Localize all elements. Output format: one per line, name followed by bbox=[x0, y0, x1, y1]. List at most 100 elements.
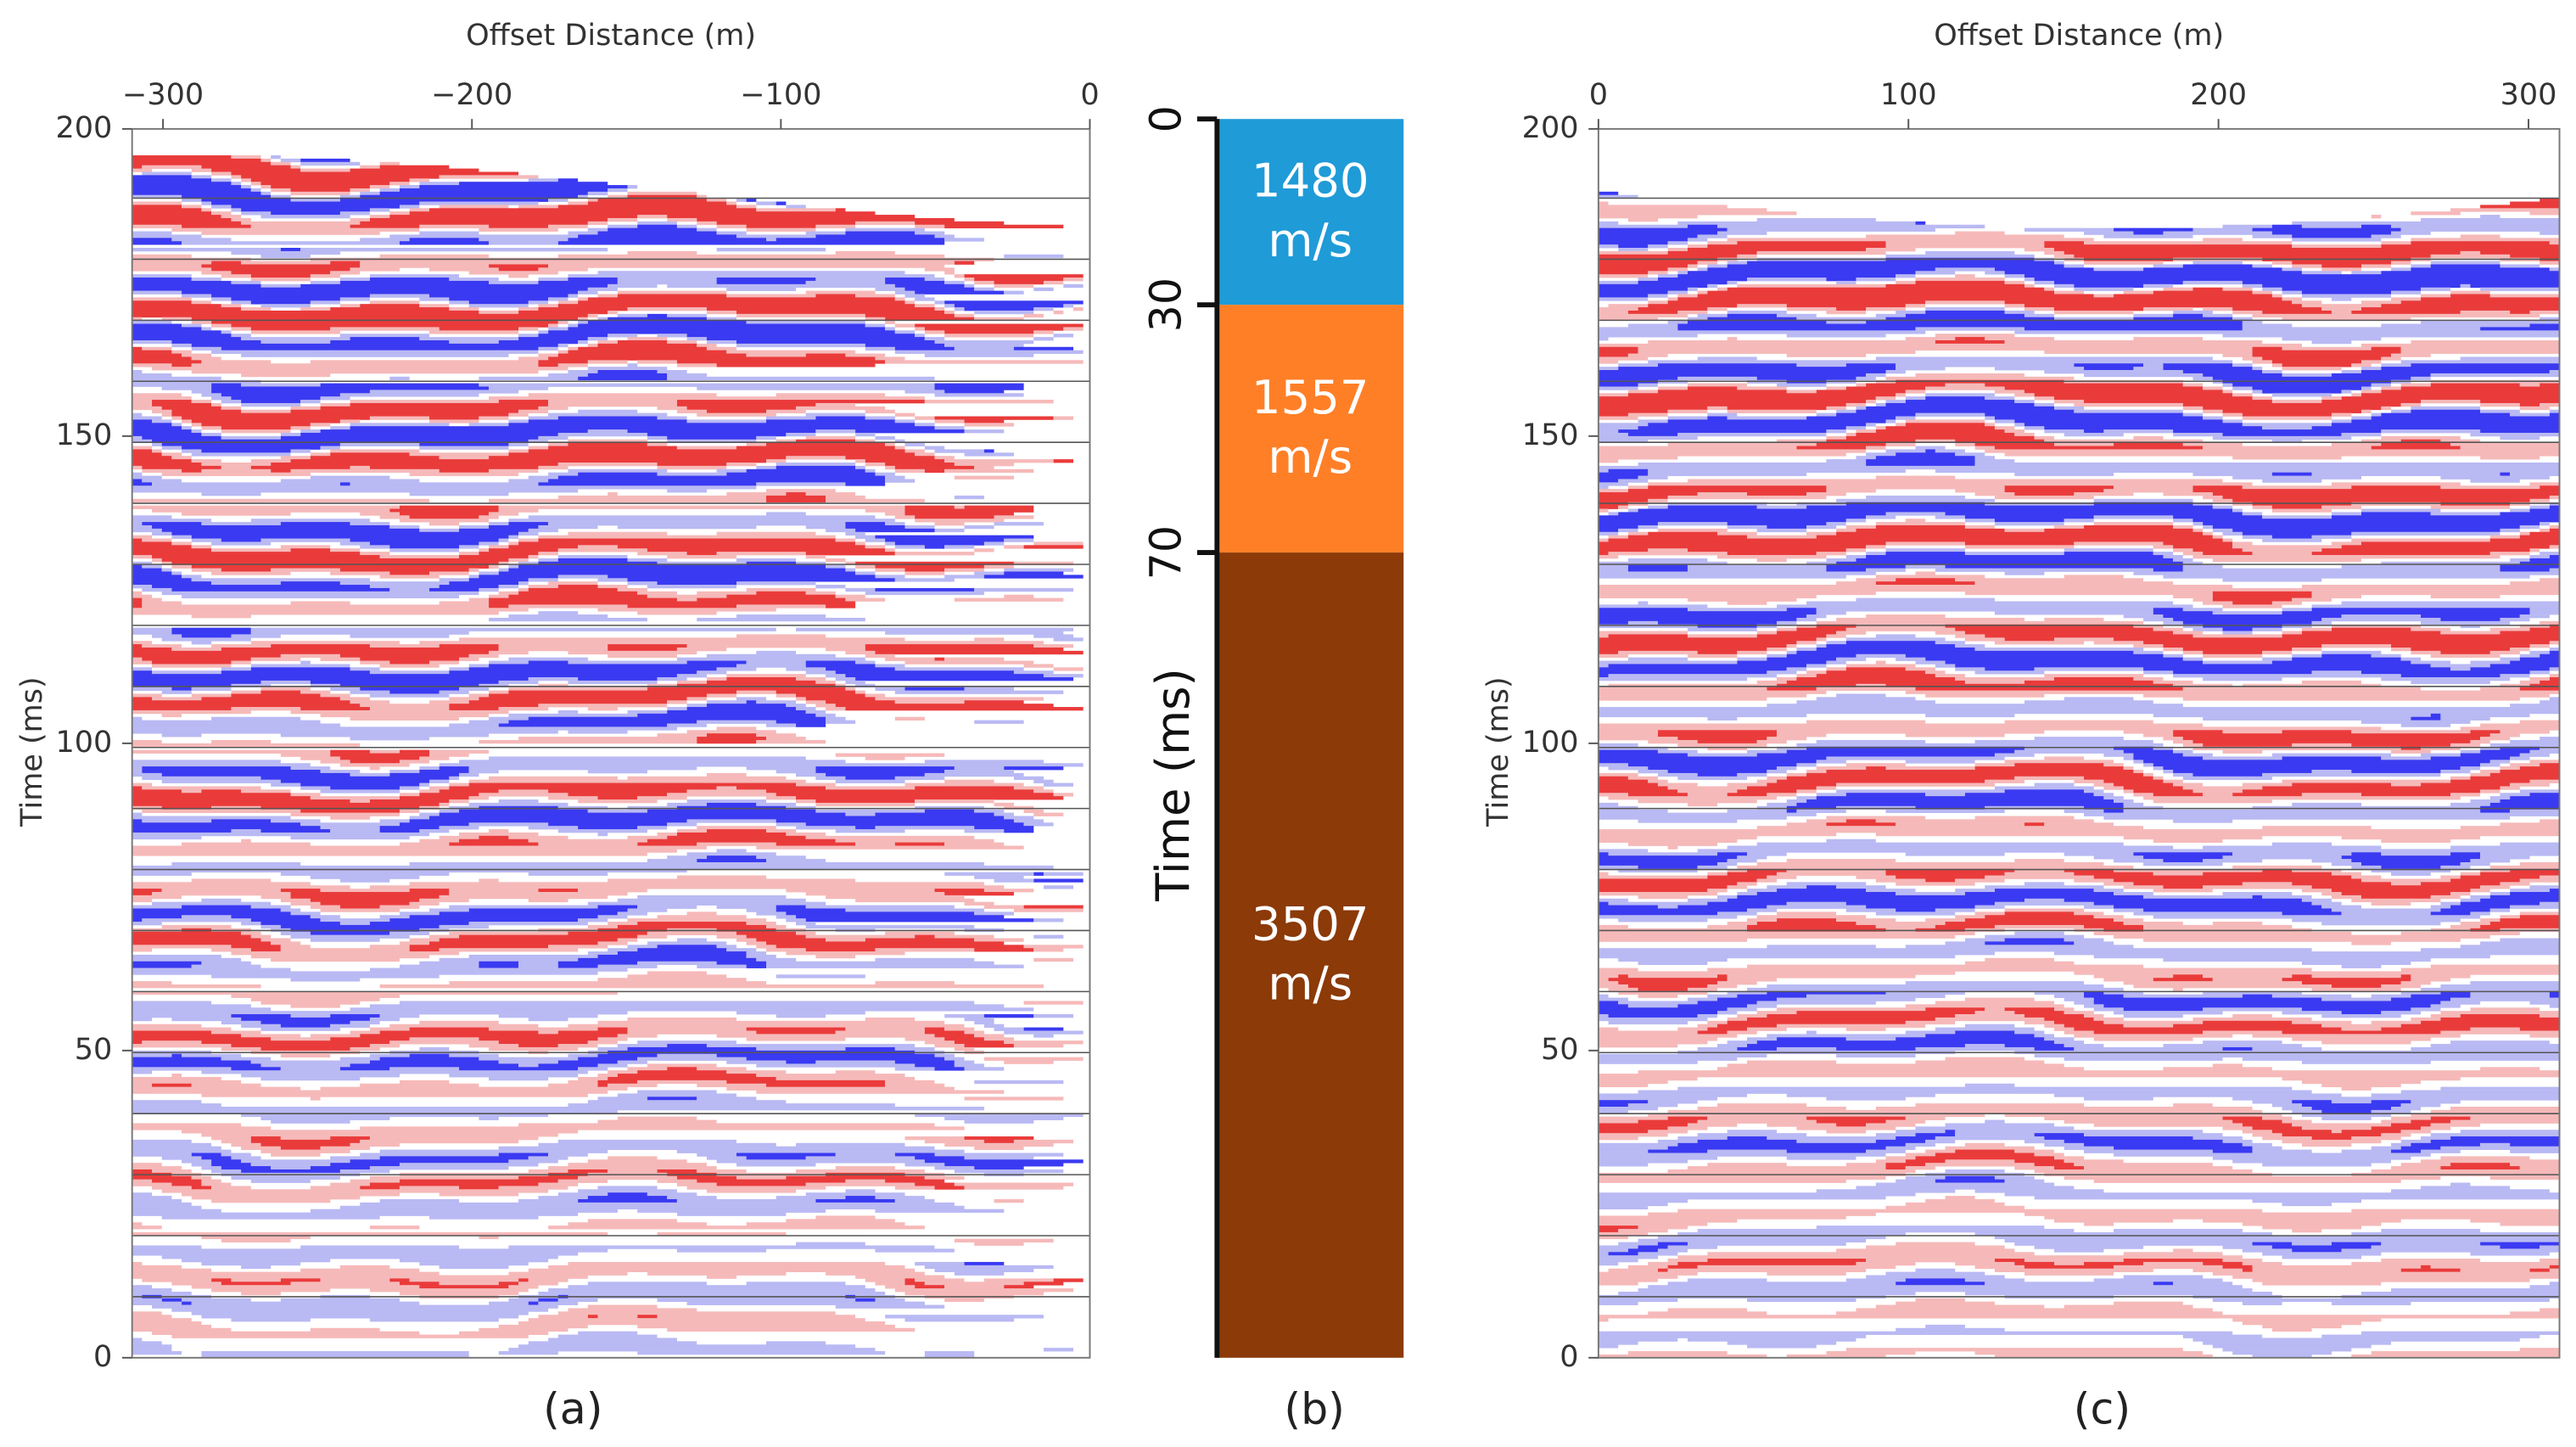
seismic-band bbox=[1004, 1285, 1034, 1289]
seismic-band bbox=[2103, 1004, 2431, 1008]
seismic-band bbox=[2282, 611, 2530, 615]
seismic-band bbox=[489, 776, 618, 781]
seismic-band bbox=[132, 161, 272, 166]
seismic-band bbox=[548, 796, 598, 800]
seismic-band bbox=[449, 704, 539, 708]
seismic-band bbox=[2024, 822, 2045, 827]
seismic-band bbox=[1023, 1282, 1064, 1286]
seismic-band bbox=[716, 231, 747, 235]
seismic-band bbox=[191, 370, 539, 374]
seismic-band bbox=[2192, 1136, 2243, 1141]
seismic-band bbox=[894, 346, 955, 351]
seismic-band bbox=[369, 945, 410, 949]
seismic-band bbox=[2529, 482, 2560, 486]
seismic-band bbox=[1598, 772, 1638, 777]
seismic-band bbox=[1598, 978, 1609, 982]
seismic-band bbox=[449, 905, 598, 909]
seismic-band bbox=[1806, 746, 2024, 751]
seismic-band bbox=[1974, 905, 2005, 909]
seismic-band bbox=[429, 419, 479, 423]
seismic-band bbox=[1598, 1159, 1688, 1164]
seismic-band bbox=[736, 313, 865, 318]
seismic-band bbox=[132, 683, 232, 688]
seismic-band bbox=[766, 948, 806, 952]
seismic-band bbox=[2411, 241, 2550, 245]
seismic-band bbox=[1905, 519, 1926, 523]
seismic-band bbox=[419, 961, 479, 966]
seismic-band bbox=[557, 475, 886, 480]
seismic-band bbox=[2212, 528, 2233, 533]
seismic-band bbox=[568, 201, 588, 205]
seismic-band bbox=[557, 1060, 618, 1064]
seismic-band bbox=[815, 802, 916, 807]
seismic-band bbox=[726, 287, 797, 291]
seismic-band bbox=[2510, 1142, 2560, 1147]
seismic-band bbox=[2271, 261, 2293, 265]
seismic-band bbox=[1845, 402, 1867, 407]
seismic-band bbox=[1707, 872, 1728, 876]
seismic-band bbox=[706, 1044, 916, 1048]
seismic-band bbox=[855, 690, 865, 694]
seismic-band bbox=[1598, 693, 1807, 698]
seismic-band bbox=[320, 918, 390, 923]
seismic-band bbox=[2173, 772, 2193, 777]
seismic-band bbox=[2123, 756, 2134, 760]
seismic-band bbox=[419, 182, 460, 186]
seismic-band bbox=[2044, 1037, 2075, 1041]
seismic-band bbox=[637, 1324, 895, 1329]
seismic-band bbox=[1677, 297, 2282, 301]
seismic-band bbox=[2054, 280, 2183, 285]
seismic-band bbox=[548, 198, 568, 202]
seismic-band bbox=[459, 182, 608, 186]
seismic-band bbox=[568, 660, 687, 665]
seismic-band bbox=[528, 1301, 539, 1305]
seismic-band bbox=[1767, 802, 1797, 807]
seismic-band bbox=[339, 442, 420, 446]
seismic-band bbox=[489, 548, 558, 552]
seismic-band bbox=[2351, 538, 2490, 542]
seismic-band bbox=[132, 1086, 301, 1091]
seismic-band bbox=[132, 1298, 162, 1303]
seismic-band bbox=[1627, 568, 1688, 572]
seismic-band bbox=[647, 683, 677, 688]
seismic-band bbox=[2252, 264, 2272, 268]
seismic-band bbox=[300, 168, 350, 172]
seismic-band bbox=[2351, 531, 2500, 536]
seismic-band bbox=[2391, 997, 2451, 1001]
seismic-band bbox=[1598, 264, 1688, 268]
seismic-band bbox=[1598, 231, 1717, 235]
seismic-band bbox=[171, 363, 192, 367]
seismic-band bbox=[1598, 1126, 1668, 1130]
seismic-band bbox=[468, 822, 549, 827]
seismic-band bbox=[2519, 383, 2540, 387]
seismic-band bbox=[2391, 261, 2411, 265]
seismic-band bbox=[419, 337, 519, 341]
velocity-layer bbox=[1217, 305, 1404, 553]
seismic-band bbox=[1816, 793, 1846, 797]
seismic-band bbox=[667, 855, 707, 860]
seismic-band bbox=[280, 1298, 400, 1303]
seismic-band bbox=[1598, 571, 1876, 575]
seismic-band bbox=[2411, 647, 2511, 652]
seismic-band bbox=[142, 435, 221, 440]
seismic-band bbox=[2232, 498, 2530, 503]
seismic-band bbox=[1618, 974, 1628, 979]
seismic-band bbox=[796, 627, 1073, 631]
seismic-band bbox=[2510, 508, 2530, 513]
seismic-band bbox=[132, 439, 153, 444]
y-tick-label: 50 bbox=[75, 1032, 113, 1067]
seismic-band bbox=[904, 1291, 1044, 1296]
seismic-band bbox=[231, 208, 242, 212]
seismic-band bbox=[2024, 423, 2243, 427]
seismic-band bbox=[1896, 310, 1926, 315]
seismic-band bbox=[1598, 898, 1628, 903]
seismic-band bbox=[429, 587, 479, 592]
seismic-band bbox=[508, 604, 628, 609]
seismic-band bbox=[894, 1288, 1073, 1293]
seismic-band bbox=[568, 1308, 697, 1312]
seismic-band bbox=[826, 700, 895, 704]
seismic-band bbox=[1896, 1037, 2045, 1041]
seismic-band bbox=[2192, 376, 2213, 381]
seismic-band bbox=[231, 1014, 291, 1018]
seismic-band bbox=[350, 737, 429, 741]
